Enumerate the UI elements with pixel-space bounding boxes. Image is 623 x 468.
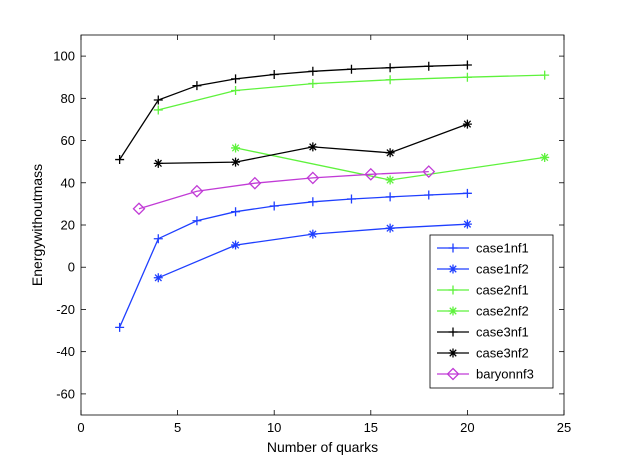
y-tick-label: -40	[56, 344, 75, 359]
legend-marker	[448, 306, 458, 316]
x-tick-label: 15	[364, 420, 378, 435]
data-point-case3nf2	[308, 142, 318, 152]
legend-label: case3nf2	[476, 346, 529, 361]
y-tick-label: -20	[56, 302, 75, 317]
data-point-baryonnf3	[422, 165, 436, 179]
x-tick-label: 25	[557, 420, 571, 435]
legend-label: case3nf1	[476, 325, 529, 340]
legend-item-case3nf1: case3nf1	[437, 325, 529, 340]
data-point-case3nf1	[308, 66, 318, 76]
data-point-case1nf1	[192, 216, 202, 226]
data-point-case3nf1	[462, 60, 472, 70]
data-point-baryonnf3	[190, 184, 204, 198]
x-tick-label: 5	[174, 420, 181, 435]
legend-item-case2nf2: case2nf2	[437, 304, 529, 319]
y-tick-label: 20	[61, 218, 75, 233]
series-case2nf1	[153, 70, 550, 115]
data-point-case3nf1	[115, 155, 125, 165]
y-tick-label: 80	[61, 91, 75, 106]
data-point-case3nf2	[385, 148, 395, 158]
legend-marker	[448, 243, 458, 253]
data-point-case2nf1	[540, 70, 550, 80]
series-line-baryonnf3	[138, 170, 429, 210]
data-point-case3nf2	[231, 157, 241, 167]
data-point-case1nf1	[462, 188, 472, 198]
series-case1nf1	[115, 188, 472, 332]
y-axis-label: Energywithoutmass	[29, 164, 45, 286]
data-point-case1nf1	[115, 322, 125, 332]
y-tick-label: 60	[61, 133, 75, 148]
series-line-case2nf1	[158, 74, 545, 111]
legend-marker	[446, 367, 460, 381]
y-tick-label: 0	[68, 260, 75, 275]
data-point-case1nf2	[308, 229, 318, 239]
legend-label: baryonnf3	[476, 367, 534, 382]
legend-label: case2nf2	[476, 304, 529, 319]
data-point-case2nf2	[540, 152, 550, 162]
data-point-case1nf1	[346, 194, 356, 204]
legend-label: case1nf1	[476, 241, 529, 256]
data-point-case3nf1	[231, 74, 241, 84]
data-point-case3nf1	[385, 63, 395, 73]
x-axis-label: Number of quarks	[267, 439, 378, 455]
series-case3nf2	[153, 119, 472, 168]
data-point-case1nf1	[153, 234, 163, 244]
x-tick-label: 20	[460, 420, 474, 435]
data-point-case3nf1	[153, 95, 163, 105]
series-line-case1nf1	[119, 192, 468, 328]
legend-marker	[448, 348, 458, 358]
legend-item-case3nf2: case3nf2	[437, 346, 529, 361]
series-case1nf2	[153, 219, 472, 283]
axes: 0 5 10 15 20 25 -60 -40 -20 0 20 40 60 80 100	[53, 34, 571, 435]
data-point-case3nf2	[462, 119, 472, 129]
data-point-case2nf1	[462, 72, 472, 82]
data-point-case2nf2	[231, 143, 241, 153]
series-line-case3nf1	[119, 64, 468, 160]
legend-item-case1nf2: case1nf2	[437, 262, 529, 277]
data-point-case2nf1	[153, 105, 163, 115]
legend-label: case2nf1	[476, 283, 529, 298]
data-point-baryonnf3	[306, 171, 320, 185]
data-point-case2nf1	[308, 79, 318, 89]
data-point-case1nf1	[231, 207, 241, 217]
legend-marker	[448, 264, 458, 274]
data-point-case1nf1	[385, 192, 395, 202]
legend-marker	[448, 285, 458, 295]
legend-item-case1nf1: case1nf1	[437, 241, 529, 256]
data-point-case2nf1	[385, 75, 395, 85]
x-tick-label: 10	[267, 420, 281, 435]
data-point-case1nf1	[424, 190, 434, 200]
data-point-case2nf1	[231, 86, 241, 96]
y-tick-label: 40	[61, 175, 75, 190]
data-point-baryonnf3	[364, 167, 378, 181]
data-point-case1nf2	[385, 223, 395, 233]
series-baryonnf3	[132, 165, 436, 216]
data-point-baryonnf3	[132, 202, 146, 216]
data-point-case3nf1	[424, 61, 434, 71]
legend-item-case2nf1: case2nf1	[437, 283, 529, 298]
y-tick-label: -60	[56, 386, 75, 401]
data-point-case1nf2	[153, 273, 163, 283]
data-point-case1nf2	[462, 219, 472, 229]
data-point-baryonnf3	[248, 176, 262, 190]
legend-item-baryonnf3: baryonnf3	[437, 367, 534, 382]
x-tick-label: 0	[77, 420, 84, 435]
data-point-case1nf1	[308, 197, 318, 207]
legend: case1nf1 case1nf2 case2nf1 case2nf2 case3nf1…	[429, 234, 554, 389]
legend-marker	[448, 327, 458, 337]
data-point-case3nf1	[269, 69, 279, 79]
data-point-case3nf1	[346, 64, 356, 74]
data-point-case2nf2	[385, 175, 395, 185]
data-point-case3nf2	[153, 158, 163, 168]
series-case2nf2	[231, 143, 550, 185]
legend-label: case1nf2	[476, 262, 529, 277]
data-point-case1nf1	[269, 201, 279, 211]
series-layer	[115, 60, 550, 332]
y-tick-label: 100	[53, 49, 75, 64]
data-point-case3nf1	[192, 81, 202, 91]
series-case3nf1	[115, 60, 472, 165]
data-point-case1nf2	[231, 240, 241, 250]
